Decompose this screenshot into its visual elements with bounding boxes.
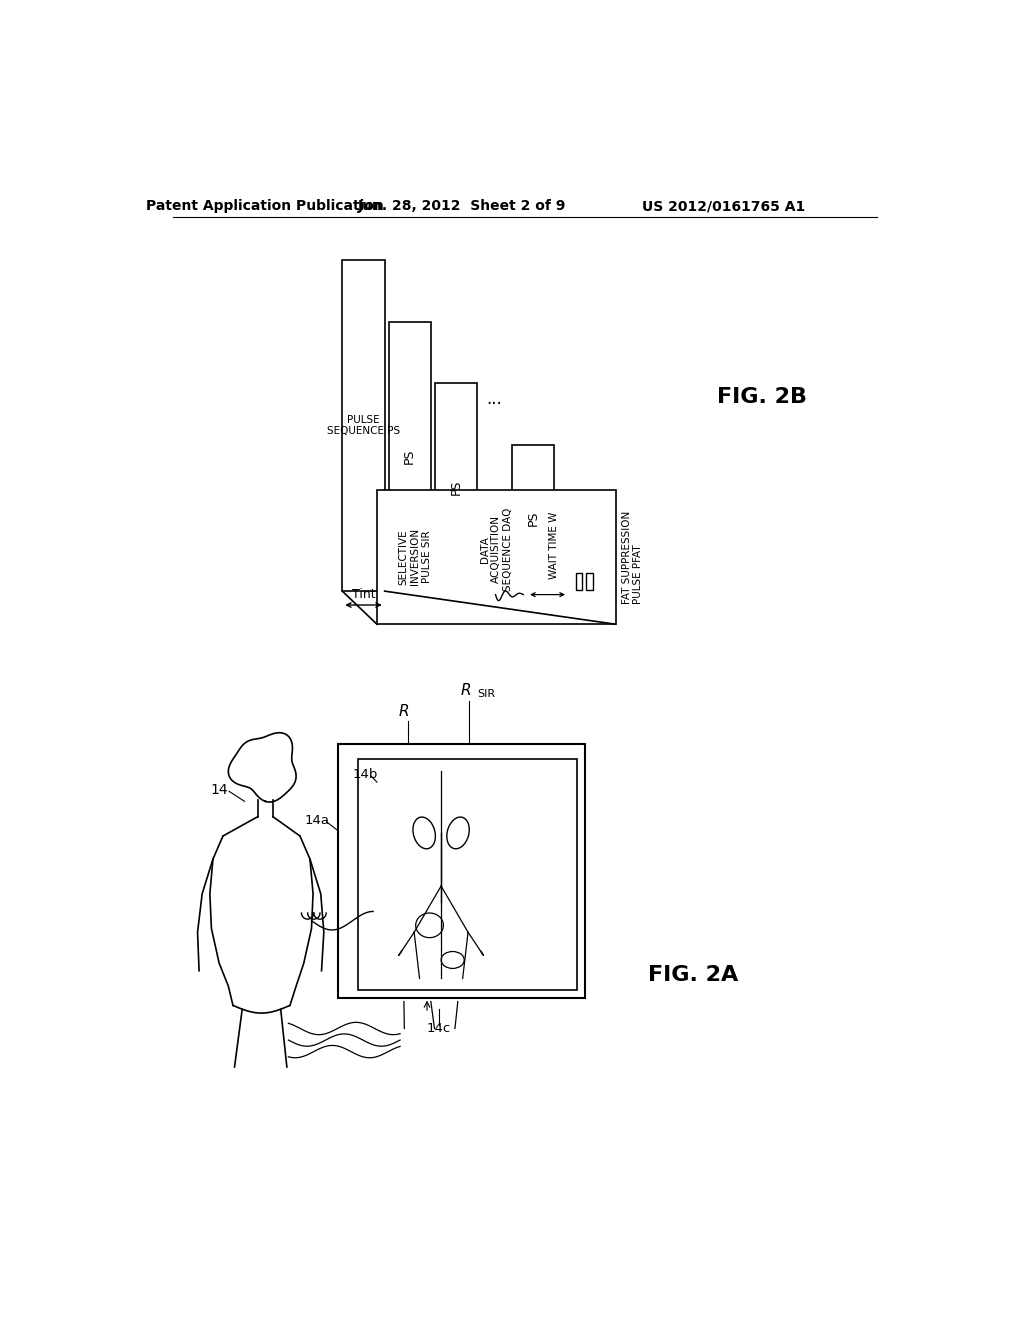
Text: 14: 14: [210, 783, 228, 797]
Bar: [512, 445, 554, 591]
Text: FAT SUPPRESSION
PULSE PFAT: FAT SUPPRESSION PULSE PFAT: [622, 511, 643, 603]
Text: PS: PS: [526, 511, 540, 525]
Bar: [357, 759, 578, 990]
Text: PS: PS: [450, 479, 463, 495]
Text: ...: ...: [486, 389, 502, 408]
Text: SELECTIVE
INVERSION
PULSE SIR: SELECTIVE INVERSION PULSE SIR: [399, 528, 432, 586]
Bar: [339, 743, 585, 998]
Text: US 2012/0161765 A1: US 2012/0161765 A1: [642, 199, 805, 213]
Text: DATA
ACQUISITION
SEQUENCE DAQ: DATA ACQUISITION SEQUENCE DAQ: [479, 507, 513, 591]
Text: Patent Application Publication: Patent Application Publication: [146, 199, 384, 213]
Text: WAIT TIME W: WAIT TIME W: [549, 512, 559, 579]
Text: R: R: [398, 704, 410, 719]
Bar: [575, 573, 582, 590]
Text: SIR: SIR: [477, 689, 496, 698]
Text: PULSE
SEQUENCE PS: PULSE SEQUENCE PS: [327, 414, 400, 437]
Text: FIG. 2A: FIG. 2A: [647, 965, 737, 985]
Text: FIG. 2B: FIG. 2B: [717, 387, 807, 407]
Text: Jun. 28, 2012  Sheet 2 of 9: Jun. 28, 2012 Sheet 2 of 9: [357, 199, 566, 213]
Text: 14a: 14a: [304, 814, 330, 828]
Text: 14b: 14b: [352, 768, 378, 781]
Bar: [587, 573, 593, 590]
Text: 14c: 14c: [426, 1022, 451, 1035]
Bar: [388, 322, 431, 591]
Text: Tint: Tint: [351, 587, 376, 601]
Text: PS: PS: [403, 449, 416, 465]
Bar: [435, 383, 477, 591]
Text: R: R: [461, 682, 472, 698]
Bar: [377, 490, 615, 624]
Bar: [342, 260, 385, 591]
